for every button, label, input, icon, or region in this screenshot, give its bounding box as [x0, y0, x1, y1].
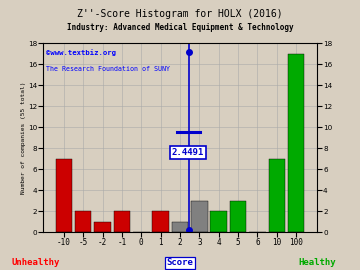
Text: Z''-Score Histogram for HOLX (2016): Z''-Score Histogram for HOLX (2016): [77, 9, 283, 19]
Bar: [191, 201, 208, 232]
Bar: [56, 159, 72, 232]
Bar: [114, 211, 130, 232]
Bar: [288, 54, 304, 232]
Text: Healthy: Healthy: [298, 258, 336, 267]
Bar: [152, 211, 169, 232]
Bar: [230, 201, 246, 232]
Bar: [269, 159, 285, 232]
Text: Industry: Advanced Medical Equipment & Technology: Industry: Advanced Medical Equipment & T…: [67, 23, 293, 32]
Bar: [211, 211, 227, 232]
Text: ©www.textbiz.org: ©www.textbiz.org: [46, 49, 116, 56]
Text: Unhealthy: Unhealthy: [12, 258, 60, 267]
Bar: [94, 222, 111, 232]
Text: Score: Score: [167, 258, 193, 267]
Y-axis label: Number of companies (55 total): Number of companies (55 total): [21, 82, 26, 194]
Text: 2.4491: 2.4491: [172, 148, 204, 157]
Text: The Research Foundation of SUNY: The Research Foundation of SUNY: [46, 66, 170, 72]
Bar: [75, 211, 91, 232]
Bar: [172, 222, 188, 232]
